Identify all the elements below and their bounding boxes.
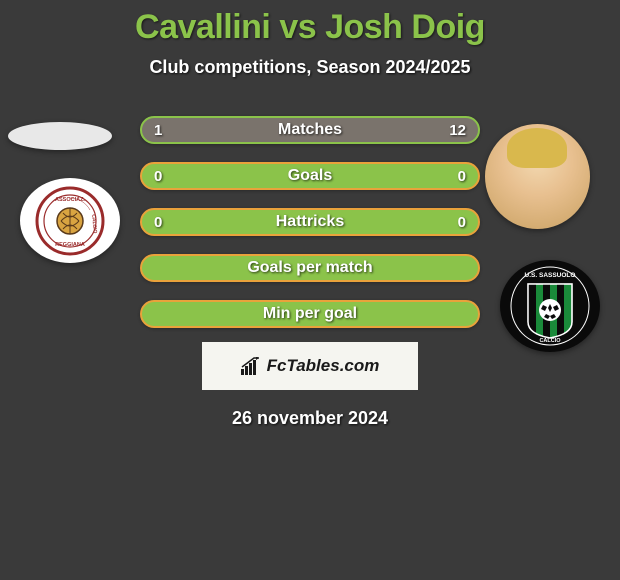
stat-label: Goals	[288, 167, 332, 185]
stat-row-goals: 0 Goals 0	[140, 162, 480, 190]
chart-icon	[241, 357, 261, 375]
stat-value-left: 1	[154, 122, 162, 139]
player-avatar-left	[8, 122, 112, 150]
stat-label: Hattricks	[276, 213, 344, 231]
page-title: Cavallini vs Josh Doig	[0, 8, 620, 47]
svg-text:ASSOCIAZ.: ASSOCIAZ.	[55, 197, 85, 203]
watermark: FcTables.com	[202, 342, 418, 390]
stat-value-right: 0	[458, 168, 466, 185]
stat-value-left: 0	[154, 168, 162, 185]
watermark-text: FcTables.com	[267, 356, 380, 376]
stat-value-right: 0	[458, 214, 466, 231]
stat-value-left: 0	[154, 214, 162, 231]
svg-text:CALCIO: CALCIO	[539, 338, 561, 344]
shield-icon: U.S. SASSUOLO CALCIO	[508, 264, 592, 348]
player-avatar-right	[485, 124, 590, 229]
date-text: 26 november 2024	[0, 408, 620, 429]
stat-label: Goals per match	[247, 259, 372, 277]
stat-bars: 1 Matches 12 0 Goals 0 0 Hattricks 0 Goa…	[140, 116, 480, 328]
stat-label: Min per goal	[263, 305, 357, 323]
club-badge-right: U.S. SASSUOLO CALCIO	[500, 260, 600, 352]
stat-row-hattricks: 0 Hattricks 0	[140, 208, 480, 236]
svg-text:REGGIANA: REGGIANA	[55, 242, 85, 248]
stat-row-matches: 1 Matches 12	[140, 116, 480, 144]
shield-icon: ASSOCIAZ. REGGIANA CALCIO	[35, 186, 105, 256]
page-subtitle: Club competitions, Season 2024/2025	[0, 57, 620, 78]
stat-row-goals-per-match: Goals per match	[140, 254, 480, 282]
svg-text:U.S. SASSUOLO: U.S. SASSUOLO	[525, 272, 576, 279]
stat-row-min-per-goal: Min per goal	[140, 300, 480, 328]
club-badge-left: ASSOCIAZ. REGGIANA CALCIO	[20, 178, 120, 263]
stat-label: Matches	[278, 121, 342, 139]
stat-value-right: 12	[449, 122, 466, 139]
